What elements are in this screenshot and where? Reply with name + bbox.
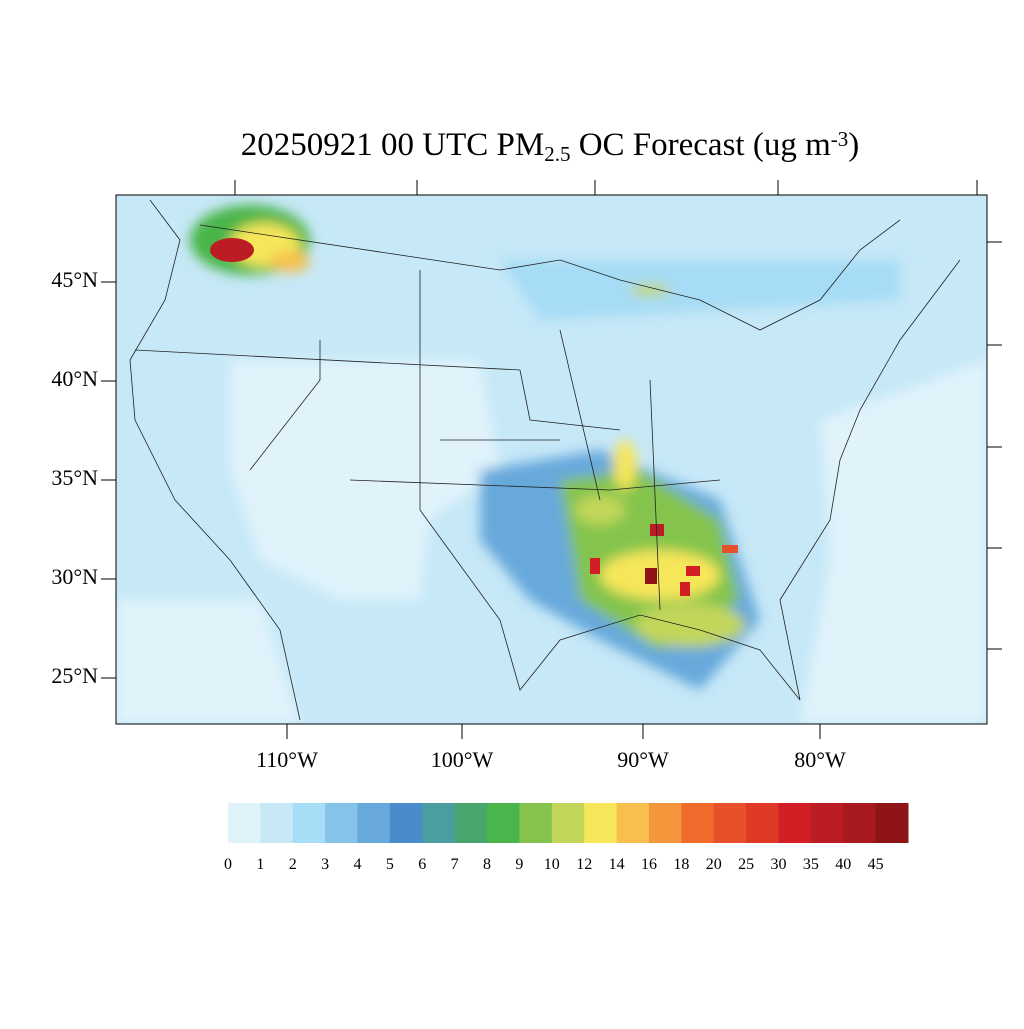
colorbar-label: 2 xyxy=(289,856,297,873)
lon-label: 100°W xyxy=(431,747,494,772)
colorbar-label: 1 xyxy=(256,856,264,873)
colorbar-box xyxy=(357,803,391,843)
colorbar-box xyxy=(681,803,715,843)
map-frame xyxy=(115,194,988,725)
lat-label: 25°N xyxy=(51,663,98,688)
colorbar-box xyxy=(551,803,585,843)
frame-ticks xyxy=(234,180,1002,650)
colorbar-label: 0 xyxy=(224,856,232,873)
lon-label: 90°W xyxy=(617,747,669,772)
colorbar-box xyxy=(519,803,553,843)
axis-labels: 45°N 40°N 35°N 30°N 25°N 110°W 100°W 90°W 80°W xyxy=(51,267,846,772)
lat-label: 40°N xyxy=(51,366,98,391)
colorbar-box xyxy=(648,803,682,843)
colorbar-label: 20 xyxy=(706,856,722,873)
title-end: ) xyxy=(848,127,859,163)
colorbar-label: 25 xyxy=(738,856,754,873)
colorbar-label: 4 xyxy=(354,856,362,873)
colorbar-label: 7 xyxy=(451,856,459,873)
colorbar-label: 30 xyxy=(770,856,786,873)
lat-label: 30°N xyxy=(51,564,98,589)
colorbar-label: 9 xyxy=(515,856,523,873)
lon-label: 110°W xyxy=(256,747,318,772)
colorbar-box xyxy=(487,803,520,843)
colorbar-box xyxy=(584,803,618,843)
colorbar-box xyxy=(292,803,326,843)
colorbar-label: 45 xyxy=(868,856,884,873)
field xyxy=(116,195,987,724)
colorbar-box xyxy=(616,803,650,843)
colorbar-label: 18 xyxy=(673,856,689,873)
colorbar-box xyxy=(389,803,423,843)
colorbar-box xyxy=(810,803,844,843)
colorbar-box xyxy=(875,803,909,843)
colorbar-label: 6 xyxy=(418,856,426,873)
colorbar-box xyxy=(454,803,488,843)
colorbar-label: 14 xyxy=(609,856,625,873)
colorbar-label: 10 xyxy=(544,856,560,873)
colorbar-box xyxy=(843,803,877,843)
title-middle: OC Forecast (ug m xyxy=(570,127,831,163)
hotspots xyxy=(210,238,738,596)
colorbar-box xyxy=(778,803,812,843)
title: 20250921 00 UTC PM2.5 OC Forecast (ug m-… xyxy=(241,127,860,167)
colorbar-label: 5 xyxy=(386,856,394,873)
title-superscript: -3 xyxy=(831,127,849,151)
lon-label: 80°W xyxy=(794,747,846,772)
colorbar-label: 12 xyxy=(576,856,592,873)
colorbar: 0 1 2 3 4 5 6 7 8 9 10 12 14 16 18 20 25 30 35 40 45 xyxy=(224,803,909,873)
colorbar-box xyxy=(713,803,747,843)
colorbar-label: 8 xyxy=(483,856,491,873)
colorbar-box xyxy=(228,803,261,843)
lat-label: 35°N xyxy=(51,465,98,490)
title-main: 20250921 00 UTC PM xyxy=(241,127,544,163)
title-subscript: 2.5 xyxy=(544,142,570,166)
boundaries xyxy=(129,199,961,721)
colorbar-box xyxy=(746,803,779,843)
colorbar-box xyxy=(260,803,294,843)
colorbar-label: 40 xyxy=(835,856,851,873)
colorbar-box xyxy=(422,803,456,843)
colorbar-box xyxy=(325,803,359,843)
lat-label: 45°N xyxy=(51,267,98,292)
colorbar-label: 16 xyxy=(641,856,657,873)
colorbar-label: 3 xyxy=(321,856,329,873)
colorbar-label: 35 xyxy=(803,856,819,873)
